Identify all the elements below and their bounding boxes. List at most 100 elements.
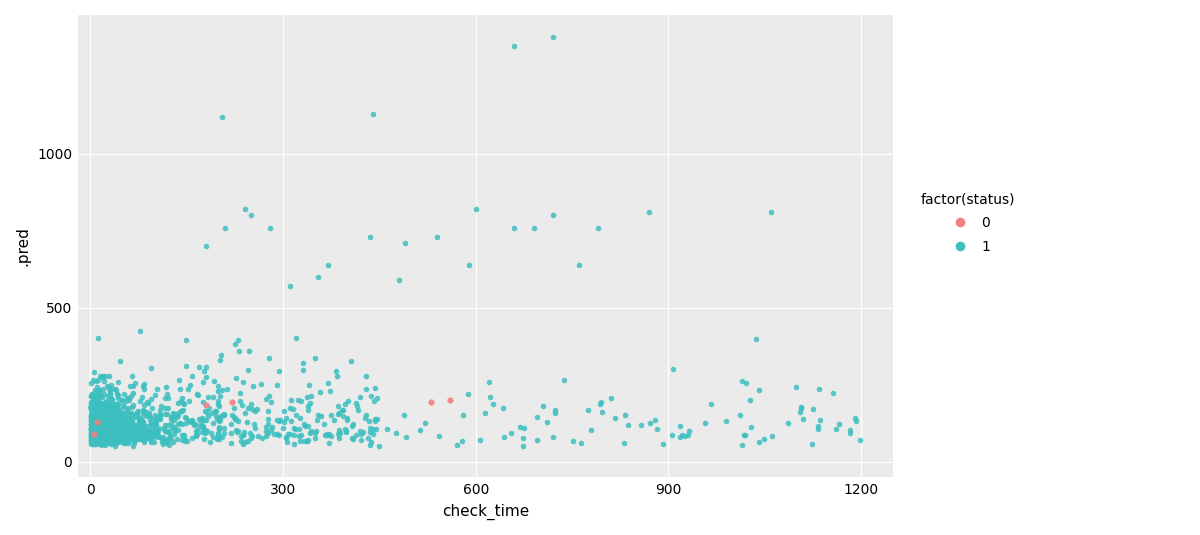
Point xyxy=(230,397,250,406)
Point xyxy=(308,273,328,281)
Point xyxy=(131,430,150,439)
Point xyxy=(100,431,119,440)
Point xyxy=(366,424,385,433)
Point xyxy=(194,427,214,435)
Point xyxy=(103,411,122,419)
Point xyxy=(86,430,106,438)
Point xyxy=(145,423,164,431)
Point xyxy=(88,407,107,416)
Point xyxy=(116,409,136,418)
Point xyxy=(108,432,127,440)
Point xyxy=(84,395,103,404)
Point xyxy=(84,423,103,432)
Point xyxy=(322,432,341,440)
Point xyxy=(332,406,352,415)
Point xyxy=(840,429,859,437)
Point xyxy=(82,434,101,443)
Point xyxy=(91,440,110,449)
Point xyxy=(157,437,176,446)
Point xyxy=(294,437,313,445)
Point xyxy=(116,397,136,406)
Point xyxy=(176,335,196,344)
Point xyxy=(92,429,112,438)
Point xyxy=(348,406,367,415)
Point xyxy=(185,420,204,429)
Point xyxy=(102,422,121,430)
Point xyxy=(102,410,121,418)
Point xyxy=(108,419,127,427)
Point xyxy=(88,435,107,444)
Point xyxy=(328,372,347,380)
Point xyxy=(162,435,181,444)
Point xyxy=(347,431,366,439)
Point xyxy=(82,421,101,429)
Point xyxy=(163,423,182,432)
Point xyxy=(115,418,134,426)
Point xyxy=(109,421,128,430)
Point xyxy=(82,411,101,419)
Point xyxy=(299,421,318,430)
Point xyxy=(320,387,340,395)
Point xyxy=(792,402,811,411)
Point xyxy=(96,426,115,435)
Point xyxy=(113,422,132,430)
Point xyxy=(100,383,119,392)
Point xyxy=(91,416,110,424)
Point xyxy=(88,400,107,409)
Point xyxy=(88,430,107,438)
Point xyxy=(102,420,121,429)
Point xyxy=(110,427,130,435)
Point xyxy=(257,432,276,441)
Point xyxy=(178,437,197,446)
Point xyxy=(222,429,241,437)
Point xyxy=(96,412,115,421)
Point xyxy=(92,419,112,427)
Point xyxy=(91,406,110,414)
Point xyxy=(84,411,103,419)
Point xyxy=(118,433,137,441)
Point xyxy=(143,430,162,439)
Point xyxy=(440,396,460,404)
Point xyxy=(197,401,216,409)
Point xyxy=(86,429,106,437)
Point xyxy=(251,380,270,389)
Point xyxy=(145,438,164,446)
Point xyxy=(89,414,108,423)
Point xyxy=(94,401,113,410)
Point xyxy=(96,422,115,430)
Point xyxy=(136,426,155,435)
Point xyxy=(155,436,174,445)
Point xyxy=(90,412,109,421)
Point xyxy=(90,436,109,445)
Point xyxy=(106,420,125,429)
Point xyxy=(86,424,106,433)
Point xyxy=(337,416,356,424)
Point xyxy=(84,439,103,448)
Point xyxy=(100,435,119,444)
Point xyxy=(470,436,490,445)
Point xyxy=(82,435,101,444)
Point xyxy=(227,427,246,436)
Point xyxy=(90,430,109,438)
Point xyxy=(502,429,521,437)
Point xyxy=(845,413,864,422)
Point xyxy=(143,417,162,425)
Point xyxy=(542,433,562,441)
Point xyxy=(252,434,271,442)
Point xyxy=(484,400,503,408)
Point xyxy=(97,428,116,437)
Point xyxy=(227,415,246,423)
Point xyxy=(121,434,140,443)
Point xyxy=(101,390,120,399)
Point xyxy=(96,419,115,428)
Point xyxy=(143,404,162,412)
Point xyxy=(736,431,755,439)
Point xyxy=(83,376,102,385)
Point xyxy=(209,417,228,426)
Point xyxy=(829,420,848,429)
Point xyxy=(124,414,143,422)
Point xyxy=(588,224,607,232)
Point xyxy=(131,431,150,440)
Point xyxy=(145,427,164,435)
Point xyxy=(149,432,168,441)
